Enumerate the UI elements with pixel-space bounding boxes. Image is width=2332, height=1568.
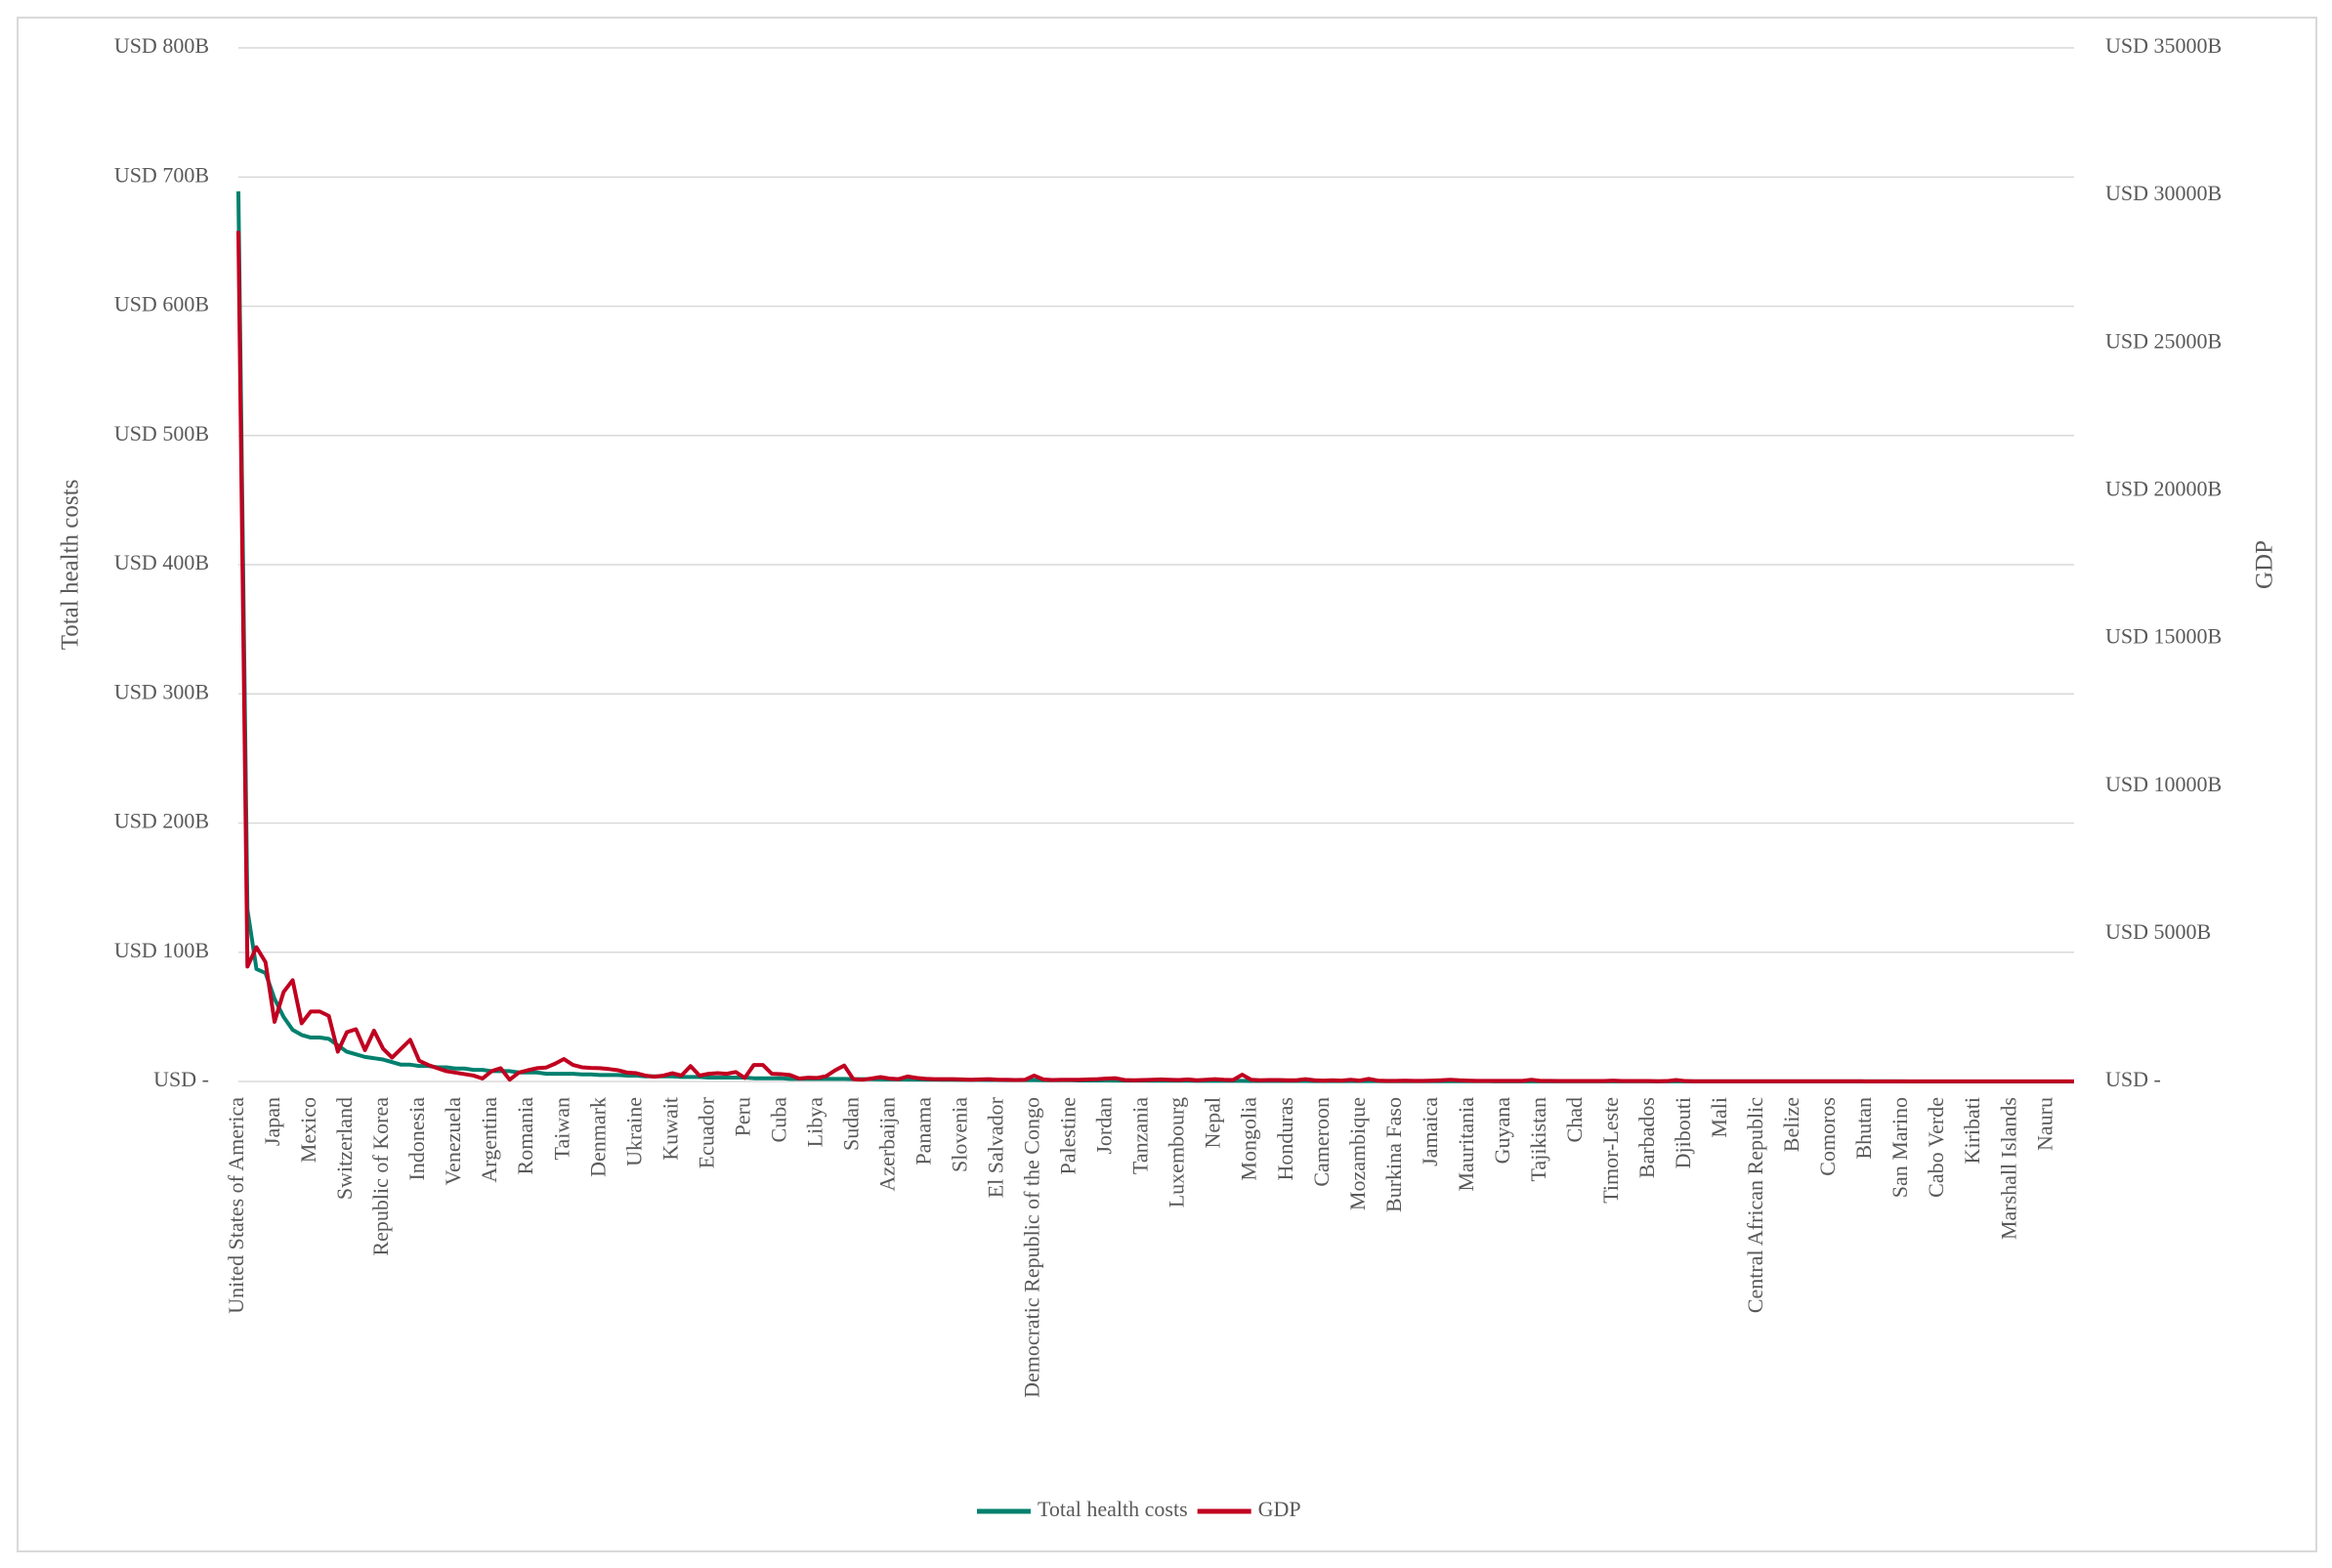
x-tick-label: Central African Republic (1743, 1097, 1767, 1313)
x-tick-label: Barbados (1634, 1097, 1659, 1178)
x-tick-label: Palestine (1056, 1097, 1081, 1174)
x-tick-label: Comoros (1815, 1097, 1840, 1176)
x-tick-label: Cameroon (1309, 1097, 1334, 1187)
x-tick-label: Azerbaijan (874, 1097, 899, 1192)
y-tick-label: USD 800B (114, 33, 209, 58)
x-tick-label: Kiribati (1960, 1097, 1984, 1164)
chart-border (17, 17, 2317, 1552)
x-tick-label: Romania (513, 1097, 537, 1175)
y-tick-label: USD 700B (114, 162, 209, 187)
x-tick-label: Switzerland (332, 1097, 357, 1200)
y2-tick-label: USD 20000B (2105, 476, 2222, 500)
x-tick-label: Honduras (1273, 1097, 1297, 1181)
y2-tick-label: USD 10000B (2105, 772, 2222, 796)
x-tick-label: Belize (1779, 1097, 1803, 1152)
x-tick-label: Argentina (477, 1097, 501, 1183)
x-tick-label: Cabo Verde (1924, 1097, 1948, 1198)
y2-tick-label: USD 35000B (2105, 33, 2222, 58)
y-tick-label: USD 500B (114, 421, 209, 445)
legend-label: Total health costs (1038, 1497, 1188, 1521)
x-tick-label: San Marino (1887, 1097, 1912, 1198)
y-axis-title: Total health costs (58, 480, 84, 651)
x-tick-label: United States of America (224, 1097, 248, 1314)
x-tick-label: Mali (1707, 1097, 1731, 1138)
x-tick-label: Taiwan (549, 1097, 573, 1160)
x-tick-label: Mongolia (1237, 1097, 1261, 1181)
x-tick-label: Mexico (296, 1097, 320, 1163)
y2-tick-label: USD 30000B (2105, 181, 2222, 205)
x-tick-label: Slovenia (948, 1097, 972, 1172)
x-tick-label: Republic of Korea (368, 1097, 393, 1256)
y-tick-label: USD 200B (114, 809, 209, 833)
x-tick-label: Indonesia (404, 1097, 429, 1181)
x-tick-label: Cuba (766, 1097, 790, 1143)
x-tick-label: Panama (912, 1097, 936, 1165)
x-tick-label: Tanzania (1128, 1097, 1153, 1174)
y2-tick-label: USD 25000B (2105, 328, 2222, 353)
x-tick-label: Ecuador (694, 1096, 718, 1168)
x-tick-label: Chad (1562, 1097, 1587, 1142)
x-tick-label: El Salvador (984, 1096, 1008, 1198)
x-tick-label: Mozambique (1345, 1097, 1370, 1210)
x-tick-label: Nauru (2032, 1097, 2056, 1151)
y-tick-label: USD 600B (114, 292, 209, 317)
x-tick-label: Burkina Faso (1381, 1097, 1406, 1212)
x-tick-label: Mauritania (1454, 1097, 1478, 1192)
y-tick-label: USD - (153, 1067, 209, 1091)
x-tick-label: Denmark (585, 1097, 610, 1177)
x-tick-label: Marshall Islands (1996, 1097, 2020, 1240)
x-tick-label: Luxembourg (1165, 1097, 1189, 1208)
x-tick-label: Venezuela (441, 1097, 465, 1186)
x-tick-label: Tajikistan (1526, 1097, 1550, 1181)
y2-tick-label: USD 15000B (2105, 624, 2222, 649)
y2-tick-label: USD - (2105, 1067, 2161, 1091)
legend-label: GDP (1258, 1497, 1301, 1521)
y-tick-label: USD 300B (114, 679, 209, 703)
x-tick-label: Ukraine (621, 1097, 646, 1166)
x-tick-label: Japan (260, 1097, 284, 1146)
x-tick-label: Peru (730, 1097, 754, 1136)
x-tick-label: Bhutan (1851, 1097, 1876, 1160)
y-tick-label: USD 400B (114, 550, 209, 574)
y2-axis-title: GDP (2252, 540, 2278, 589)
x-tick-label: Timor-Leste (1598, 1097, 1623, 1204)
y2-tick-label: USD 5000B (2105, 919, 2211, 944)
x-tick-label: Jamaica (1418, 1097, 1442, 1166)
x-tick-label: Nepal (1201, 1097, 1225, 1149)
x-tick-label: Libya (802, 1097, 827, 1148)
series-line (236, 231, 2074, 1083)
x-tick-label: Guyana (1490, 1097, 1514, 1165)
x-tick-label: Sudan (838, 1097, 863, 1151)
y-tick-label: USD 100B (114, 938, 209, 962)
x-tick-label: Democratic Republic of the Congo (1020, 1097, 1044, 1398)
x-tick-label: Kuwait (657, 1097, 682, 1161)
x-tick-label: Djibouti (1671, 1097, 1695, 1168)
x-tick-label: Jordan (1092, 1097, 1117, 1155)
